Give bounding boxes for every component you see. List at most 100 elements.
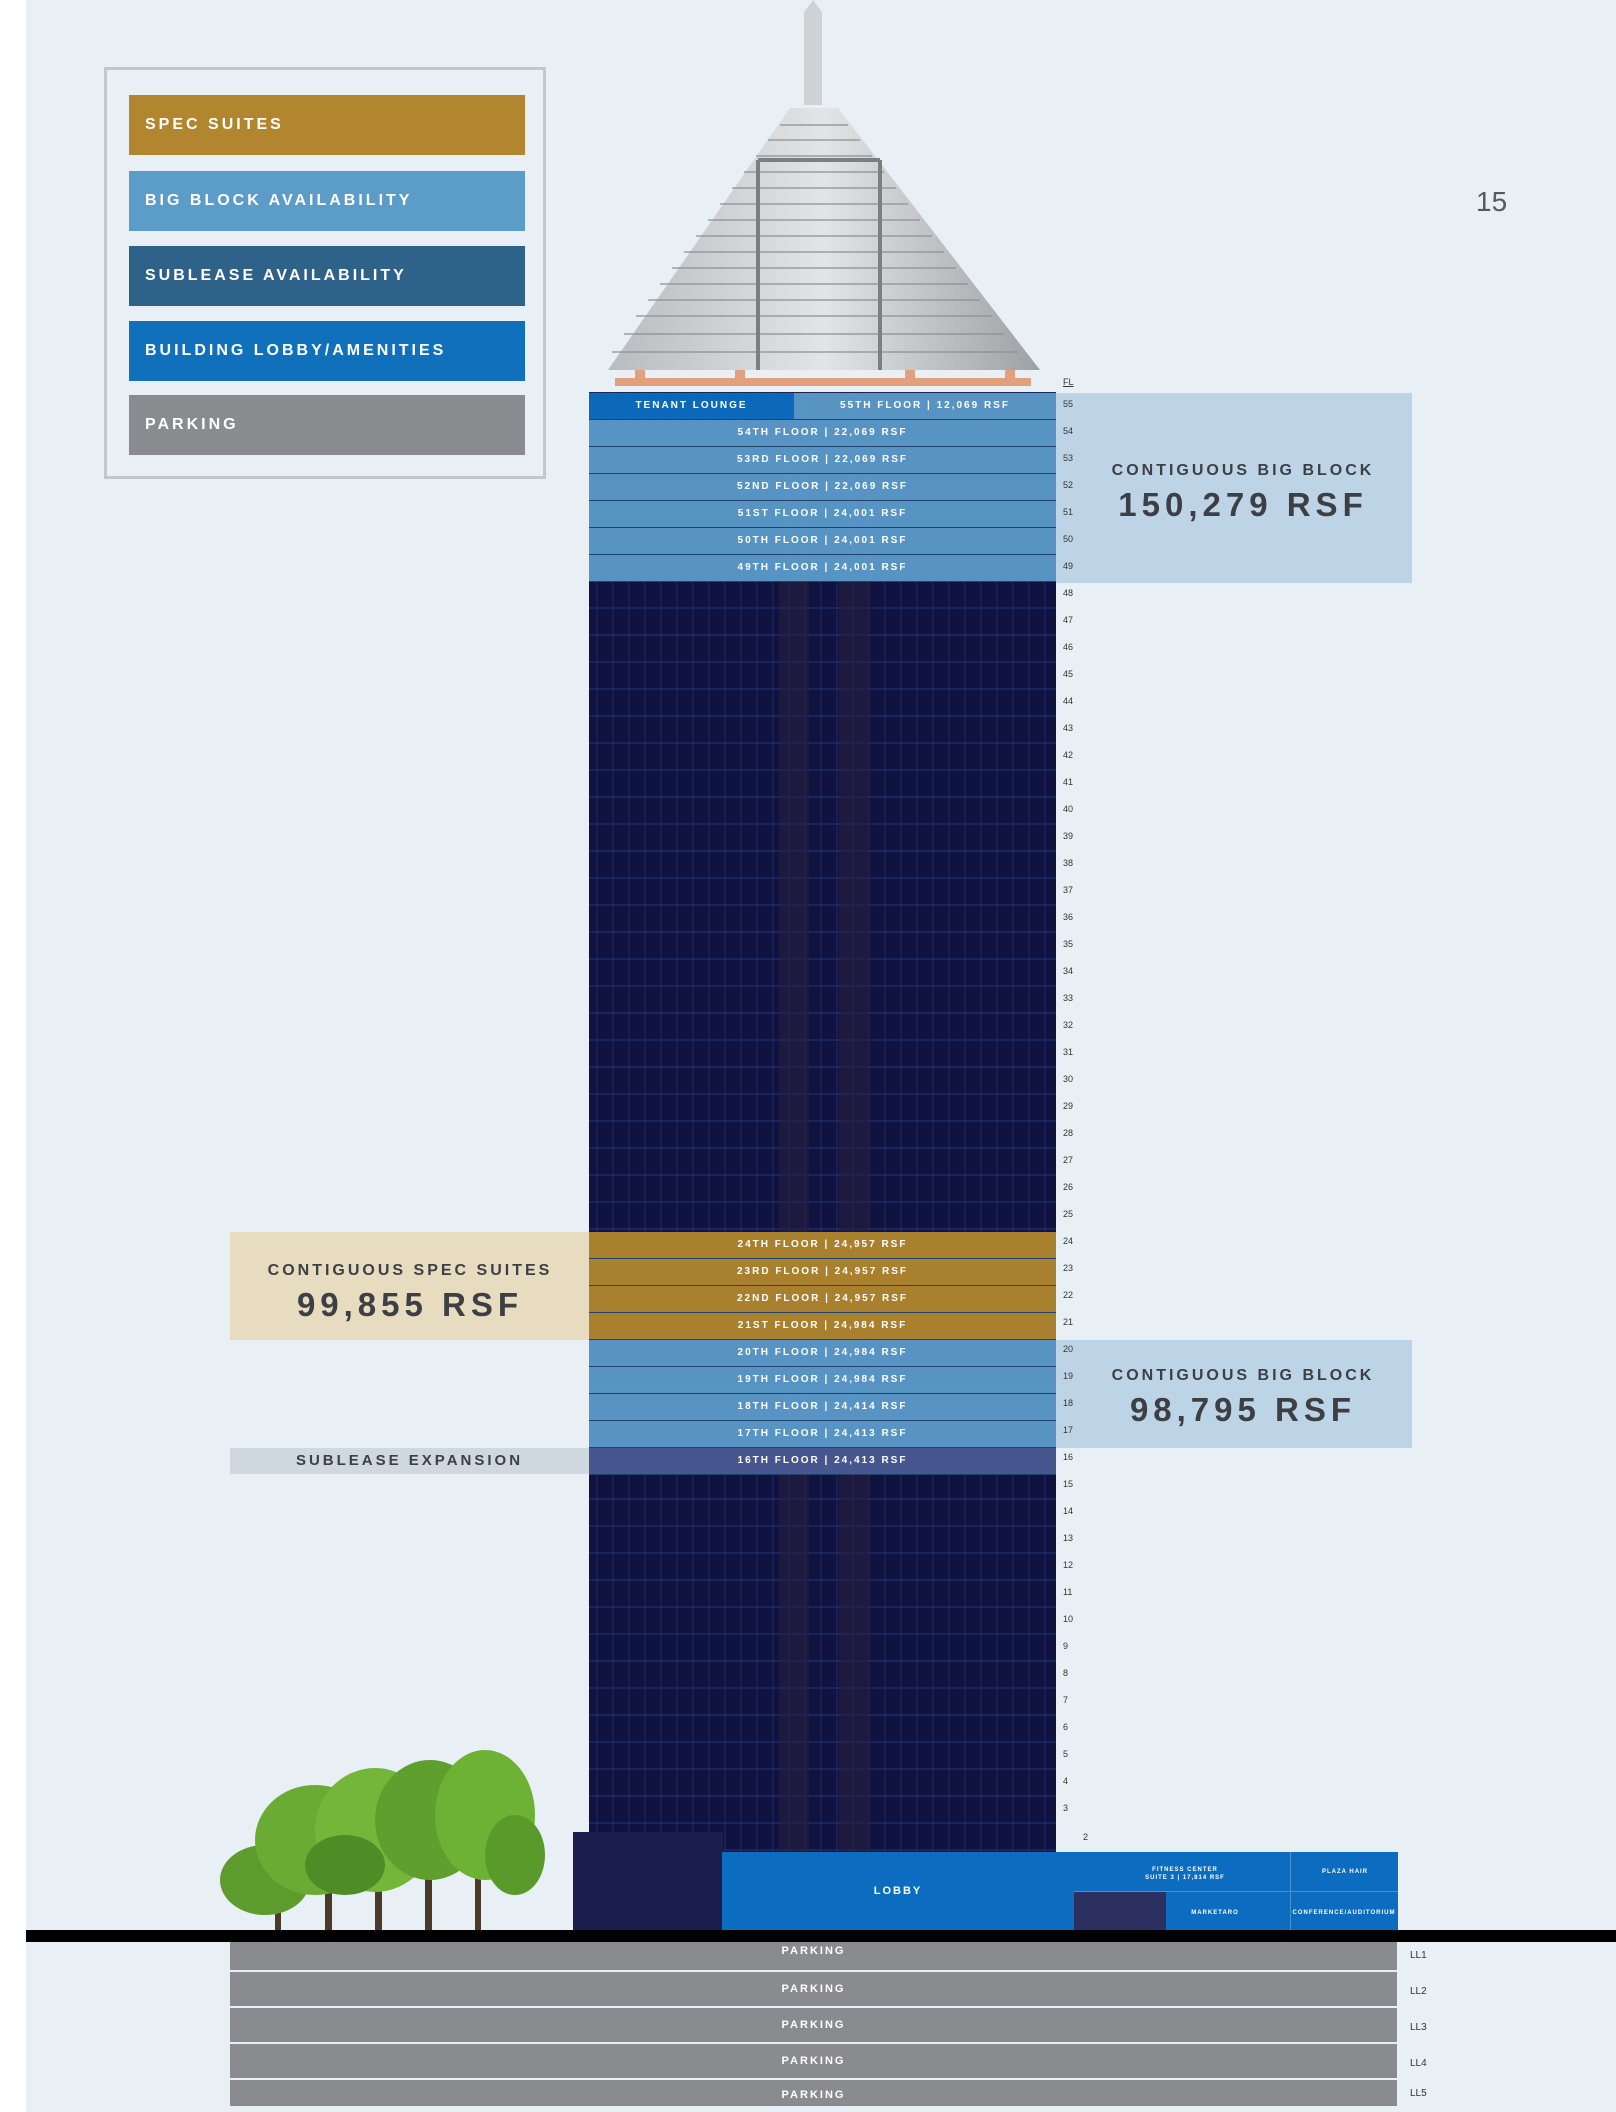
callout-spec-suites: CONTIGUOUS SPEC SUITES 99,855 RSF [250, 1262, 570, 1324]
floor-label-22: 22ND FLOOR | 24,957 RSF [736, 1293, 909, 1304]
parking-ll5: PARKING [230, 2080, 1397, 2106]
floor-number-31: 31 [1063, 1047, 1074, 1057]
floor-label-18: 18TH FLOOR | 24,414 RSF [737, 1401, 908, 1412]
floor-number-4: 4 [1063, 1776, 1069, 1786]
band-floor-17 [589, 1421, 1056, 1448]
band-floor-20 [589, 1340, 1056, 1367]
level-ll3: LL3 [1410, 2022, 1427, 2033]
tower-body [589, 392, 1056, 1930]
floor-number-10: 10 [1063, 1614, 1074, 1624]
floor-number-17: 17 [1063, 1425, 1074, 1435]
floor-number-2: 2 [1083, 1832, 1089, 1842]
floor-number-12: 12 [1063, 1560, 1074, 1570]
floor-number-30: 30 [1063, 1074, 1074, 1084]
floor-number-29: 29 [1063, 1101, 1074, 1111]
floor-number-32: 32 [1063, 1020, 1074, 1030]
floor-number-18: 18 [1063, 1398, 1074, 1408]
parking-ll4: PARKING [230, 2044, 1397, 2078]
floor-number-9: 9 [1063, 1641, 1069, 1651]
band-floor-23 [589, 1259, 1056, 1286]
floor-number-22: 22 [1063, 1290, 1074, 1300]
facade-pilaster [839, 392, 869, 1930]
callout-panel-mid [1056, 1340, 1412, 1448]
pyramid [608, 108, 1040, 370]
band-floor-50 [589, 528, 1056, 555]
floor-number-28: 28 [1063, 1128, 1074, 1138]
spire [804, 0, 822, 105]
callout-panel-top [1056, 393, 1412, 583]
page-number: 15 [1476, 186, 1508, 217]
floor-number-42: 42 [1063, 750, 1074, 760]
floor-number-49: 49 [1063, 561, 1074, 571]
floor-label-54: 54TH FLOOR | 22,069 RSF [737, 427, 908, 438]
band-floor-52 [589, 474, 1056, 501]
floor-number-26: 26 [1063, 1182, 1074, 1192]
band-floor-22 [589, 1286, 1056, 1313]
plaza-hair-label: PLAZA HAIR [1321, 1869, 1369, 1875]
amenities-dark [1074, 1892, 1166, 1930]
floor-number-50: 50 [1063, 534, 1074, 544]
floor-number-34: 34 [1063, 966, 1074, 976]
floor-number-46: 46 [1063, 642, 1074, 652]
floor-label-16: 16TH FLOOR | 24,413 RSF [737, 1455, 908, 1466]
fitness-suite-label: SUITE 3 | 17,814 RSF [1145, 1875, 1225, 1881]
floor-number-15: 15 [1063, 1479, 1074, 1489]
level-ll1: LL1 [1410, 1950, 1427, 1961]
band-floor-55 [794, 393, 1056, 420]
floor-number-14: 14 [1063, 1506, 1074, 1516]
trees-illustration [220, 1750, 545, 1930]
podium-base [573, 1832, 723, 1930]
legend-item-sublease: SUBLEASE AVAILABILITY [129, 246, 525, 306]
tower-facade [589, 392, 1056, 1930]
conference-label: CONFERENCE/AUDITORIUM [1292, 1910, 1396, 1916]
fitness-center-label: FITNESS CENTER [1152, 1867, 1218, 1873]
pyramid-lines [612, 124, 1018, 353]
callout-sublease: SUBLEASE EXPANSION [230, 1452, 589, 1469]
facade-pilaster [779, 392, 809, 1930]
band-tenant-lounge [589, 393, 794, 420]
floor-number-27: 27 [1063, 1155, 1074, 1165]
callout-panel-sublease [230, 1448, 589, 1474]
floor-number-24: 24 [1063, 1236, 1074, 1246]
floor-number-5: 5 [1063, 1749, 1069, 1759]
floor-label-53: 53RD FLOOR | 22,069 RSF [736, 454, 909, 465]
floor-number-20: 20 [1063, 1344, 1074, 1354]
floor-number-41: 41 [1063, 777, 1074, 787]
floor-label-24: 24TH FLOOR | 24,957 RSF [737, 1239, 908, 1250]
tenant-lounge-label: TENANT LOUNGE [589, 400, 794, 411]
floor-number-37: 37 [1063, 885, 1074, 895]
floor-number-38: 38 [1063, 858, 1074, 868]
floor-number-25: 25 [1063, 1209, 1074, 1219]
callout-top-caption: CONTIGUOUS BIG BLOCK [1111, 462, 1375, 479]
band-floor-54 [589, 420, 1056, 447]
floor-number-16: 16 [1063, 1452, 1074, 1462]
callout-mid-block: CONTIGUOUS BIG BLOCK 98,795 RSF [1090, 1367, 1396, 1429]
floor-number-47: 47 [1063, 615, 1074, 625]
marketaro-label: MARKETARO [1191, 1910, 1239, 1916]
floor-number-3: 3 [1063, 1803, 1069, 1813]
legend-item-lobby-amenities: BUILDING LOBBY/AMENITIES [129, 321, 525, 381]
crown-base [615, 378, 1031, 386]
level-ll2: LL2 [1410, 1986, 1427, 1997]
band-floor-49 [589, 555, 1056, 582]
callout-top-block: CONTIGUOUS BIG BLOCK 150,279 RSF [1090, 462, 1396, 524]
callout-spec-value: 99,855 RSF [296, 1286, 524, 1323]
floor-label-23: 23RD FLOOR | 24,957 RSF [736, 1266, 909, 1277]
callout-sublease-caption: SUBLEASE EXPANSION [295, 1452, 524, 1469]
band-floor-18 [589, 1394, 1056, 1421]
floor-number-33: 33 [1063, 993, 1074, 1003]
floor-number-23: 23 [1063, 1263, 1074, 1273]
floor-label-17: 17TH FLOOR | 24,413 RSF [737, 1428, 908, 1439]
floor-number-6: 6 [1063, 1722, 1069, 1732]
band-floor-16 [589, 1448, 1056, 1475]
floor-label-52: 52ND FLOOR | 22,069 RSF [736, 481, 909, 492]
floor-label-51: 51ST FLOOR | 24,001 RSF [737, 508, 908, 519]
lobby-label: LOBBY [873, 1885, 923, 1897]
callout-top-value: 150,279 RSF [1118, 486, 1368, 523]
parking-ll2: PARKING [230, 1972, 1397, 2006]
floor-label-21: 21ST FLOOR | 24,984 RSF [737, 1320, 908, 1331]
floor-number-53: 53 [1063, 453, 1074, 463]
floor-label-55: 55TH FLOOR | 12,069 RSF [840, 400, 1010, 411]
parking-ll3: PARKING [230, 2008, 1397, 2042]
